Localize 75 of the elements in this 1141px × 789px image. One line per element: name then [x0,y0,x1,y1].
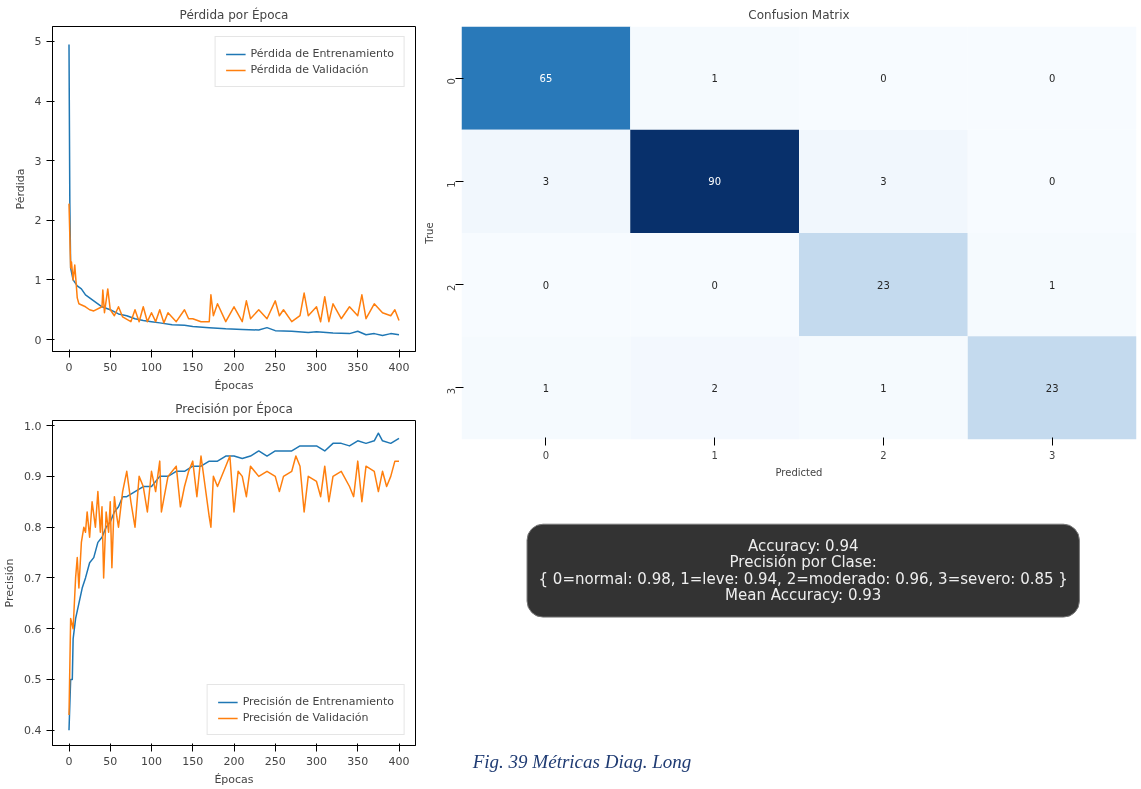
y-tick-label: 1.0 [24,419,42,433]
x-tick-label: 400 [388,754,410,768]
x-tick-label: 150 [182,360,204,374]
y-tick-label: 0.4 [24,724,42,738]
legend-label: Pérdida de Validación [250,63,369,76]
data-label: 1 [880,382,887,394]
data-label: 0 [711,279,718,291]
x-axis-title: Épocas [214,772,254,786]
x-tick-label: 0 [65,754,73,768]
x-tick-label: 400 [388,360,410,374]
x-tick-label: 100 [141,360,162,374]
y-tick-label: 2 [34,214,42,228]
x-tick-label: 350 [347,754,369,768]
text: Mean Accuracy: 0.93 [725,586,882,605]
data-label: 0 [1048,176,1056,188]
legend-label: Precisión de Validación [242,711,369,724]
chart-title: Confusion Matrix [748,7,850,22]
chart-title: Precisión por Época [175,400,293,416]
data-label: 23 [877,279,890,291]
data-label: 0 [1048,73,1056,85]
x-tick-label: 50 [103,360,118,374]
data-label: 90 [708,176,721,188]
data-label: 3 [880,176,887,188]
legend-label: Precisión de Entrenamiento [242,695,394,708]
text: Accuracy: 0.94 [747,536,859,555]
data-label: 2 [711,382,718,394]
x-tick-label: 300 [306,754,327,768]
data-label: 23 [1045,382,1059,394]
x-tick-label: 50 [103,754,118,768]
line-series [68,43,400,337]
data-label: 3 [542,176,550,188]
data-label: 1 [711,73,718,85]
x-tick-label: 350 [347,360,369,374]
x-tick-label: 150 [182,754,204,768]
legend-label: Pérdida de Entrenamiento [250,47,394,60]
x-tick-label: 1 [711,449,718,461]
text: { 0=normal: 0.98, 1=leve: 0.94, 2=moderado: 0.96, 3=severo: 0.85 } [538,569,1068,588]
y-axis-title: Pérdida [13,168,27,210]
y-axis-title: True [423,222,435,245]
data-label: 65 [539,73,553,85]
x-tick-label: 300 [306,360,327,374]
y-tick-label: 0.7 [24,571,42,585]
y-tick-label: 0 [445,78,457,85]
y-tick-label: 3 [34,154,42,168]
chart-title: Pérdida por Época [179,6,289,22]
x-tick-label: 200 [223,360,245,374]
x-tick-label: 250 [264,754,286,768]
y-axis-title: Precisión [3,558,17,608]
y-tick-label: 1 [34,273,42,287]
y-tick-label: 0.8 [24,521,42,535]
x-axis-title: Predicted [775,466,823,478]
y-tick-label: 4 [34,95,42,109]
y-tick-label: 0.5 [24,673,42,687]
data-label: 1 [542,382,550,394]
x-axis-title: Épocas [214,378,254,392]
line-series [68,202,400,324]
x-tick-label: 0 [542,449,550,461]
y-tick-label: 0.9 [24,470,42,484]
x-tick-label: 200 [223,754,245,768]
y-tick-label: 5 [34,35,42,49]
y-tick-label: 0 [34,333,42,347]
y-tick-label: 3 [445,387,457,395]
x-tick-label: 100 [141,754,162,768]
text: Precisión por Clase: [729,553,877,572]
caption: Fig. 39 Métricas Diag. Long [471,750,692,772]
y-tick-label: 1 [445,181,457,188]
data-label: 0 [542,279,550,291]
x-tick-label: 0 [65,360,73,374]
x-tick-label: 2 [880,449,887,461]
data-label: 1 [1048,279,1056,291]
x-tick-label: 3 [1048,449,1056,461]
y-tick-label: 0.6 [24,622,42,636]
y-tick-label: 2 [445,284,457,291]
x-tick-label: 250 [264,360,286,374]
data-label: 0 [880,73,887,85]
